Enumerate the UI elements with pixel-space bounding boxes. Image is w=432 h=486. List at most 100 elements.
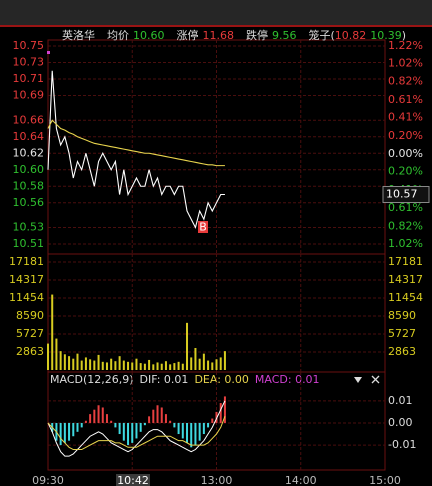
macd-bar <box>89 414 92 423</box>
cursor-tag: 10:42 <box>117 474 149 486</box>
volume-bar <box>190 357 193 370</box>
price-line <box>47 70 225 230</box>
volume-bar <box>47 343 49 370</box>
macd-bar <box>131 422 134 443</box>
volume-bar <box>152 364 155 370</box>
volume-bar <box>55 338 58 370</box>
legend-item: MACD: 0.01 <box>255 373 320 386</box>
y2-tick-label: 0.82% <box>388 74 423 87</box>
macd-bar <box>110 420 113 423</box>
volume-bar <box>223 351 226 370</box>
volume-bar <box>186 322 189 370</box>
volume-bar <box>198 358 201 370</box>
x-tick-label: 09:30 <box>32 474 64 486</box>
macd-bar <box>59 422 62 446</box>
volume-bar <box>118 356 121 370</box>
cursor-tag-box <box>116 474 150 486</box>
header: 英洛华 均价 10.60 涨停 11.68 跌停 9.56 笼子(10.82 10.39) <box>62 28 406 42</box>
y2-tick-label: 0.41% <box>388 111 423 124</box>
y-tick-label: 10.51 <box>13 237 45 250</box>
y-tick-label: 10.62 <box>13 146 45 159</box>
volume-bar <box>101 361 104 370</box>
x-tick-label: 13:00 <box>201 474 233 486</box>
volume-bar <box>68 356 71 370</box>
macd-bar <box>194 422 197 446</box>
buy-marker-box <box>198 221 208 233</box>
macd-bar <box>72 422 75 437</box>
y2-tick-label: 0.20% <box>388 129 423 142</box>
dropdown-icon[interactable] <box>354 377 362 383</box>
y-tick-label-right: 11454 <box>388 291 423 304</box>
header-item: 10.82 <box>335 29 367 42</box>
volume-bar <box>202 353 205 370</box>
macd-bar <box>105 414 108 423</box>
macd-bar <box>173 422 176 428</box>
volume-bar <box>127 361 130 370</box>
macd-bar <box>93 409 96 423</box>
y-tick-label: 10.53 <box>13 221 45 234</box>
close-icon[interactable] <box>371 375 380 384</box>
y2-tick-label: 0.82% <box>388 219 423 232</box>
y2-tick-label: 0.20% <box>388 165 423 178</box>
macd-bar <box>177 422 180 435</box>
volume-bar <box>76 353 79 370</box>
macd-bar <box>219 403 222 423</box>
y-tick-label: 10.75 <box>13 39 45 52</box>
header-item: 笼子( <box>309 28 335 42</box>
macd-bar <box>148 416 151 423</box>
header-item: 10.60 <box>133 29 165 42</box>
volume-bar <box>84 357 87 370</box>
volume-bar <box>207 360 210 370</box>
volume-bar <box>63 354 66 370</box>
volume-bar <box>139 363 142 370</box>
macd-bar <box>152 409 155 423</box>
macd-bar <box>169 420 172 423</box>
volume-bar <box>80 360 83 370</box>
y2-tick-label: 1.02% <box>388 237 423 250</box>
macd-bar <box>198 422 201 441</box>
macd-bar <box>68 422 71 441</box>
macd-bar <box>202 422 205 435</box>
macd-bar <box>190 422 193 448</box>
volume-bar <box>93 360 96 370</box>
y-tick-label: 0.01 <box>388 394 413 407</box>
price-tag-box <box>382 186 430 203</box>
header-item: 涨停 <box>177 28 199 42</box>
top-bar <box>0 0 432 25</box>
y-tick-label: 10.69 <box>13 89 45 102</box>
macd-bar <box>156 405 159 423</box>
macd-bar <box>135 422 138 439</box>
volume-bar <box>97 354 100 370</box>
macd-bar <box>76 422 79 432</box>
macd-bar <box>211 418 214 423</box>
y-tick-label: 10.56 <box>13 196 45 209</box>
macd-bar <box>164 414 167 423</box>
y-tick-label: 11454 <box>9 291 44 304</box>
buy-marker: B <box>199 221 207 234</box>
macd-bar <box>63 422 66 443</box>
volume-bar <box>135 358 138 370</box>
y-tick-label-right: 17181 <box>388 255 423 268</box>
macd-bar <box>84 420 87 423</box>
header-item: 11.68 <box>203 29 235 42</box>
macd-bar <box>139 422 142 432</box>
macd-bar <box>97 405 100 423</box>
header-item: 跌停 <box>246 28 268 42</box>
macd-bar <box>160 407 163 423</box>
plot-layer: 09:3010:3013:0014:0015:0010.7510.7310.71… <box>9 39 430 486</box>
volume-bar <box>169 364 172 370</box>
y-tick-label: 10.58 <box>13 179 45 192</box>
volume-bar <box>156 362 159 370</box>
volume-bar <box>164 361 167 370</box>
volume-bar <box>211 362 214 370</box>
header-item: 9.56 <box>272 29 297 42</box>
y-tick-label: 8590 <box>16 309 44 322</box>
y-tick-label-right: 5727 <box>388 327 416 340</box>
volume-bar <box>114 361 117 370</box>
volume-bar <box>181 363 184 370</box>
y2-tick-label: 1.22% <box>388 39 423 52</box>
y2-tick-label: 1.02% <box>388 57 423 70</box>
y-tick-label-right: 2863 <box>388 345 416 358</box>
macd-bar <box>207 422 210 428</box>
